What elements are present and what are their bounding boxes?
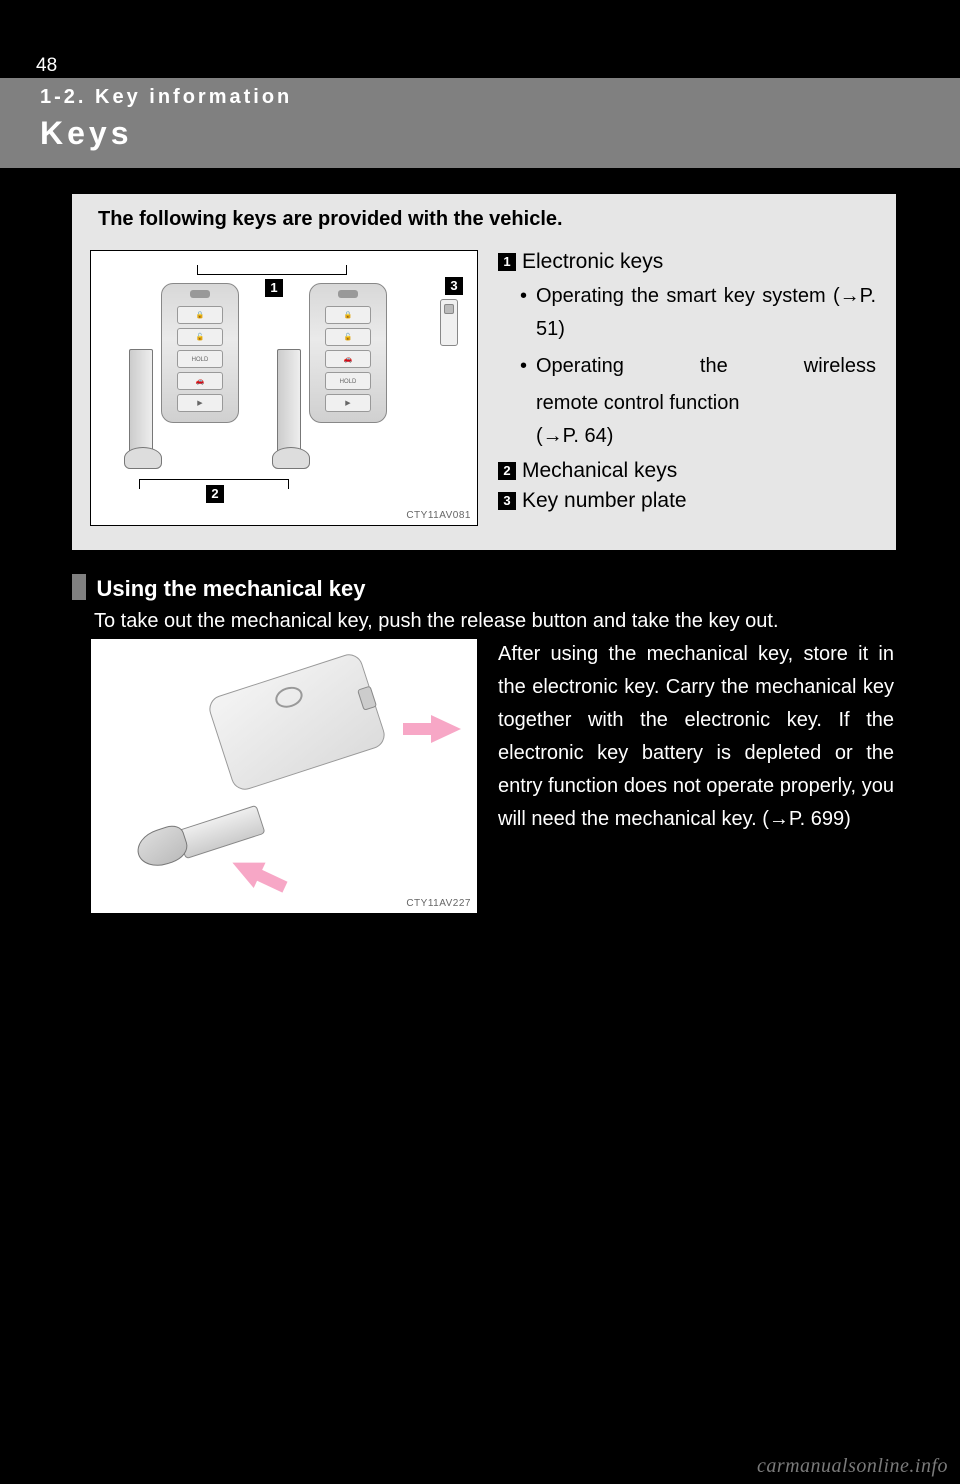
mechanical-key-body: After using the mechanical key, store it…	[498, 638, 894, 836]
mechanical-key-right	[277, 349, 301, 452]
key-list: 1 Electronic keys Operating the smart key…	[498, 250, 876, 519]
figure-keys: 🔒 🔓 HOLD 🚗 ▶ 🔒 🔓 🚗 HOLD ▶ 1	[90, 250, 478, 526]
intro-text: The following keys are provided with the…	[98, 208, 876, 231]
callout-1: 1	[265, 279, 283, 297]
key-fob-right: 🔒 🔓 🚗 HOLD ▶	[309, 283, 387, 423]
sub-smart-key: Operating the smart key system (→P. 51)	[498, 280, 876, 346]
header-bar: 1-2. Key information Keys	[0, 78, 960, 168]
item-electronic-keys: 1 Electronic keys	[498, 250, 876, 274]
label-plate: Key number plate	[522, 489, 687, 512]
callout-2: 2	[206, 485, 224, 503]
sub-wireless-c: (→P. 64)	[498, 420, 876, 453]
mech-key-blade	[176, 805, 265, 859]
figure-code-2: CTY11AV227	[406, 898, 471, 909]
badge-3: 3	[498, 492, 516, 510]
item-key-number-plate: 3 Key number plate	[498, 489, 876, 513]
subsection-mechanical: Using the mechanical key To take out the…	[72, 574, 896, 633]
mechanical-key-left	[129, 349, 153, 452]
section-title: Keys	[40, 115, 960, 152]
heading-bar-icon	[72, 574, 86, 600]
arrow-press-icon	[431, 715, 461, 743]
section-number: 1-2. Key information	[40, 86, 960, 109]
label-electronic: Electronic keys	[522, 250, 663, 273]
label-mechanical: Mechanical keys	[522, 459, 677, 482]
item-mechanical-keys: 2 Mechanical keys	[498, 459, 876, 483]
intro-panel: The following keys are provided with the…	[72, 194, 896, 550]
figure-code-1: CTY11AV081	[406, 510, 471, 521]
badge-2: 2	[498, 462, 516, 480]
watermark: carmanualsonline.info	[757, 1455, 948, 1478]
bracket-1	[197, 265, 347, 275]
subsection-title: Using the mechanical key	[96, 576, 365, 601]
arrow-pull-icon	[226, 850, 265, 888]
subsection-line1: To take out the mechanical key, push the…	[94, 610, 896, 633]
badge-1: 1	[498, 253, 516, 271]
mech-key-head	[133, 822, 192, 872]
page-number: 48	[36, 55, 57, 77]
sub-wireless-b: remote control function	[498, 387, 876, 420]
fob-back-icon	[206, 651, 388, 794]
callout-3: 3	[445, 277, 463, 295]
release-button-icon	[357, 686, 377, 711]
key-number-plate-icon	[440, 299, 458, 346]
figure-mechanical-key: CTY11AV227	[90, 638, 478, 914]
key-fob-left: 🔒 🔓 HOLD 🚗 ▶	[161, 283, 239, 423]
sub-wireless-a: Operating the wireless	[498, 350, 876, 383]
toyota-logo-icon	[273, 683, 306, 711]
